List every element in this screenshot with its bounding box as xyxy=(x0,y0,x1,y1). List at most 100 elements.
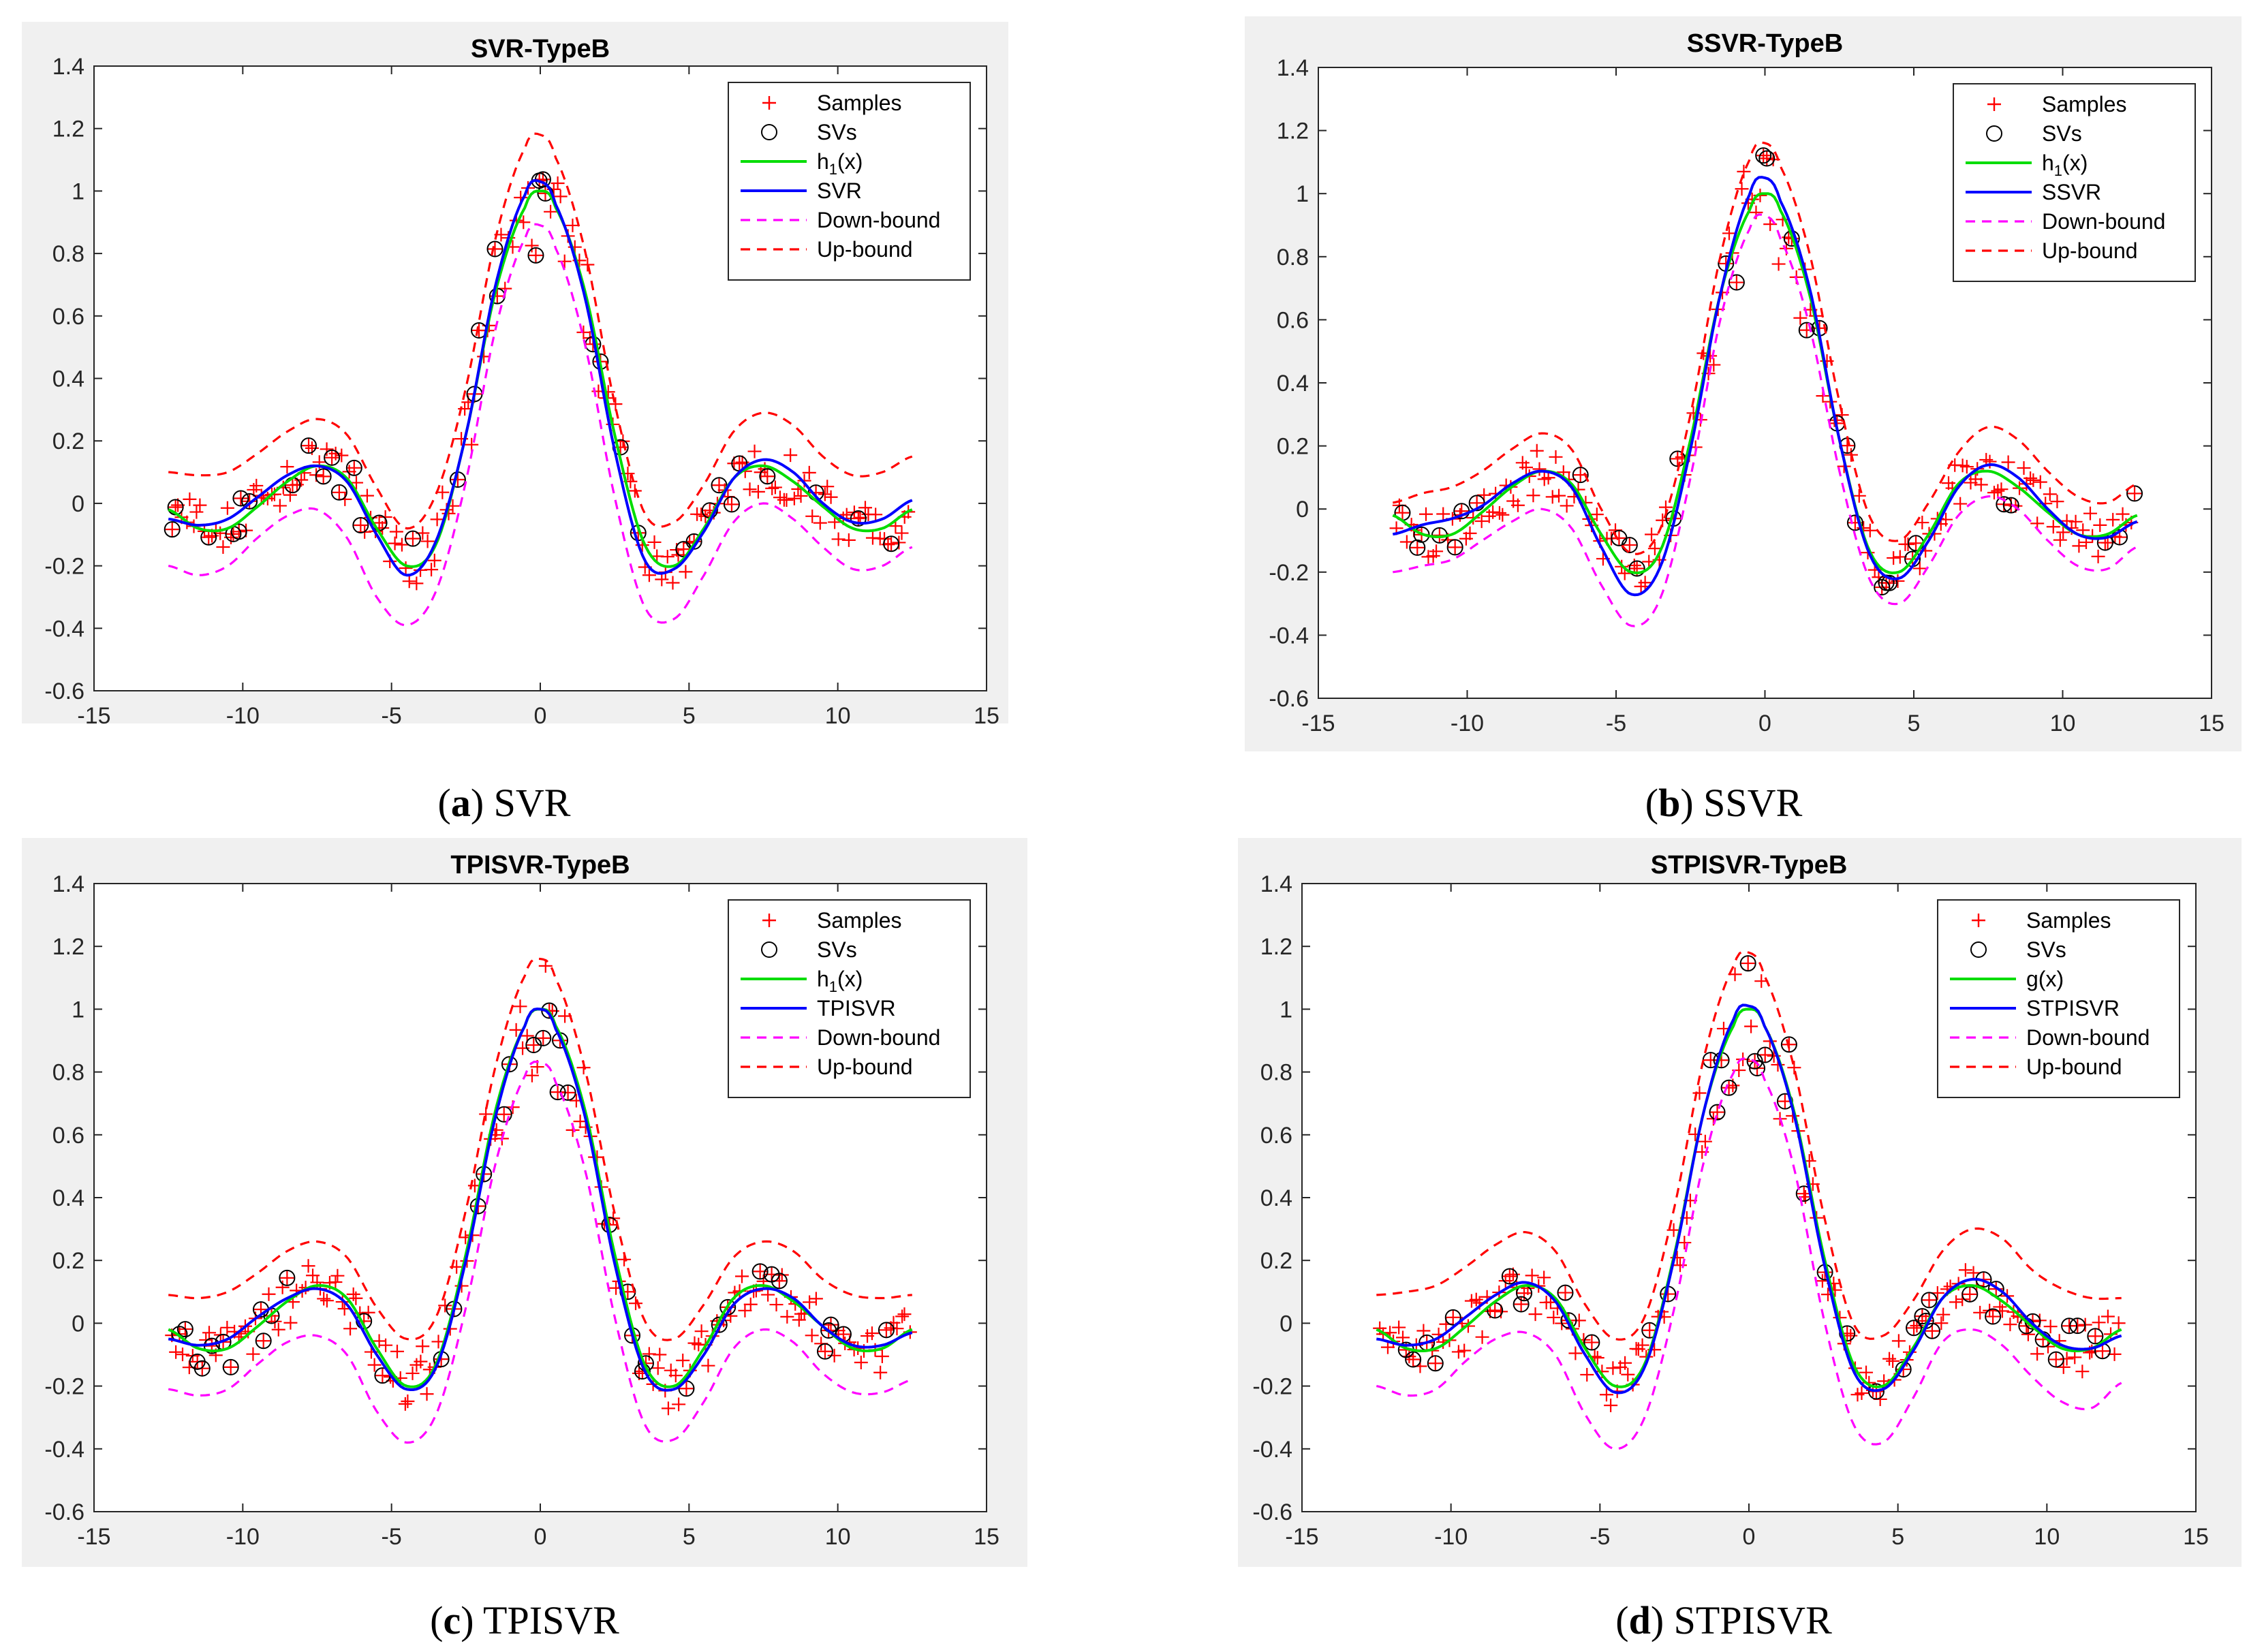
sample-point xyxy=(488,242,502,256)
sample-point xyxy=(1525,1268,1539,1283)
sample-point xyxy=(529,248,543,262)
sample-point xyxy=(2095,1344,2109,1358)
support-vector xyxy=(535,1029,552,1046)
down-bound-curve xyxy=(1393,213,2138,627)
sample-point xyxy=(2111,1316,2126,1330)
sample-point xyxy=(438,1298,452,1313)
sample-point xyxy=(1994,482,2009,497)
sample-point xyxy=(335,448,349,463)
sample-point xyxy=(557,254,572,268)
sample-point xyxy=(405,1366,420,1380)
sample-point xyxy=(647,535,662,549)
sample-point xyxy=(1606,1361,1620,1375)
x-tick-label: -15 xyxy=(77,703,110,729)
legend-label: SVs xyxy=(817,937,857,962)
sample-point xyxy=(803,1295,817,1309)
sample-point xyxy=(1771,257,1786,271)
sample-point xyxy=(1502,1269,1517,1283)
sample-point xyxy=(2023,471,2038,486)
support-vector xyxy=(1867,1383,1885,1400)
sample-point xyxy=(2128,486,2142,501)
support-vector xyxy=(1758,150,1775,167)
sample-point xyxy=(565,218,580,232)
x-tick-label: 15 xyxy=(2183,1524,2209,1550)
support-vector xyxy=(1749,1060,1766,1077)
y-tick-label: 0.2 xyxy=(52,1248,84,1274)
model-curve xyxy=(1392,176,2138,597)
sample-point xyxy=(1572,1313,1586,1328)
sample-point xyxy=(580,258,595,272)
sample-point xyxy=(865,1326,879,1341)
x-tick-label: 10 xyxy=(825,703,851,729)
sample-point xyxy=(1532,462,1547,476)
sample-point xyxy=(724,497,739,512)
support-vector xyxy=(1513,1296,1530,1313)
sample-point xyxy=(349,1291,363,1305)
sample-point xyxy=(1622,538,1637,552)
sample-point xyxy=(694,1324,709,1339)
x-tick-label: 10 xyxy=(2034,1524,2060,1550)
target-curve xyxy=(1392,192,2138,575)
sample-point xyxy=(1677,1236,1692,1250)
sample-point xyxy=(890,1322,904,1336)
y-tick-label: 1.2 xyxy=(52,934,84,960)
support-vector xyxy=(255,1332,272,1350)
sample-point xyxy=(302,439,316,453)
support-vector xyxy=(404,530,421,547)
support-vector xyxy=(2047,1351,2064,1368)
support-vector xyxy=(230,523,247,540)
support-vector xyxy=(751,1263,769,1280)
y-tick-label: 1.2 xyxy=(1277,119,1309,144)
support-vector xyxy=(1756,1046,1773,1063)
sample-point xyxy=(1707,358,1721,372)
caption-d: (d) STPISVR xyxy=(1615,1598,1832,1642)
sample-point xyxy=(677,542,691,557)
legend-label: Up-bound xyxy=(2042,238,2138,263)
x-tick-label: -15 xyxy=(77,1524,110,1550)
sample-point xyxy=(679,565,693,579)
sample-point xyxy=(2001,455,2015,469)
sample-point xyxy=(818,487,832,501)
legend-box xyxy=(1953,83,2196,282)
x-tick-label: -10 xyxy=(226,1524,260,1550)
sample-point xyxy=(824,490,838,504)
model-curve xyxy=(168,1007,913,1392)
sample-point xyxy=(479,1107,493,1121)
sample-point xyxy=(1599,1388,1613,1402)
sample-point xyxy=(732,456,747,471)
support-vector xyxy=(501,1056,518,1073)
sample-point xyxy=(249,478,264,493)
support-vector xyxy=(816,1343,833,1360)
support-vector xyxy=(850,510,867,527)
sample-point xyxy=(1580,1367,1594,1382)
support-vector xyxy=(1557,1284,1574,1301)
legend-label: SVs xyxy=(817,120,857,144)
sample-point xyxy=(375,1369,390,1383)
support-vector xyxy=(1621,537,1638,554)
sample-point xyxy=(854,1356,868,1370)
sample-point xyxy=(841,533,856,547)
sample-point xyxy=(405,531,420,546)
y-tick-label: 0.2 xyxy=(1260,1248,1292,1274)
sample-point xyxy=(1893,550,1907,564)
support-vector xyxy=(324,449,341,466)
sample-point xyxy=(1656,513,1670,527)
sample-point xyxy=(805,509,820,523)
sample-point xyxy=(813,516,827,530)
x-tick-label: 0 xyxy=(1758,711,1771,736)
y-tick-label: -0.2 xyxy=(44,1374,84,1400)
sample-point xyxy=(873,1365,888,1380)
support-vector xyxy=(1501,1268,1518,1285)
sample-point xyxy=(651,1361,665,1375)
x-tick-label: -15 xyxy=(1301,711,1335,736)
sample-point xyxy=(1735,182,1749,196)
y-tick-label: 0.2 xyxy=(52,428,84,454)
legend-label: SSVR xyxy=(2042,180,2101,204)
support-vector xyxy=(300,437,317,454)
up-bound-curve xyxy=(168,957,912,1341)
legend-label: Samples xyxy=(2042,92,2127,116)
sample-point xyxy=(1692,1086,1707,1100)
y-tick-label: -0.6 xyxy=(44,679,84,704)
sample-point xyxy=(430,512,444,527)
